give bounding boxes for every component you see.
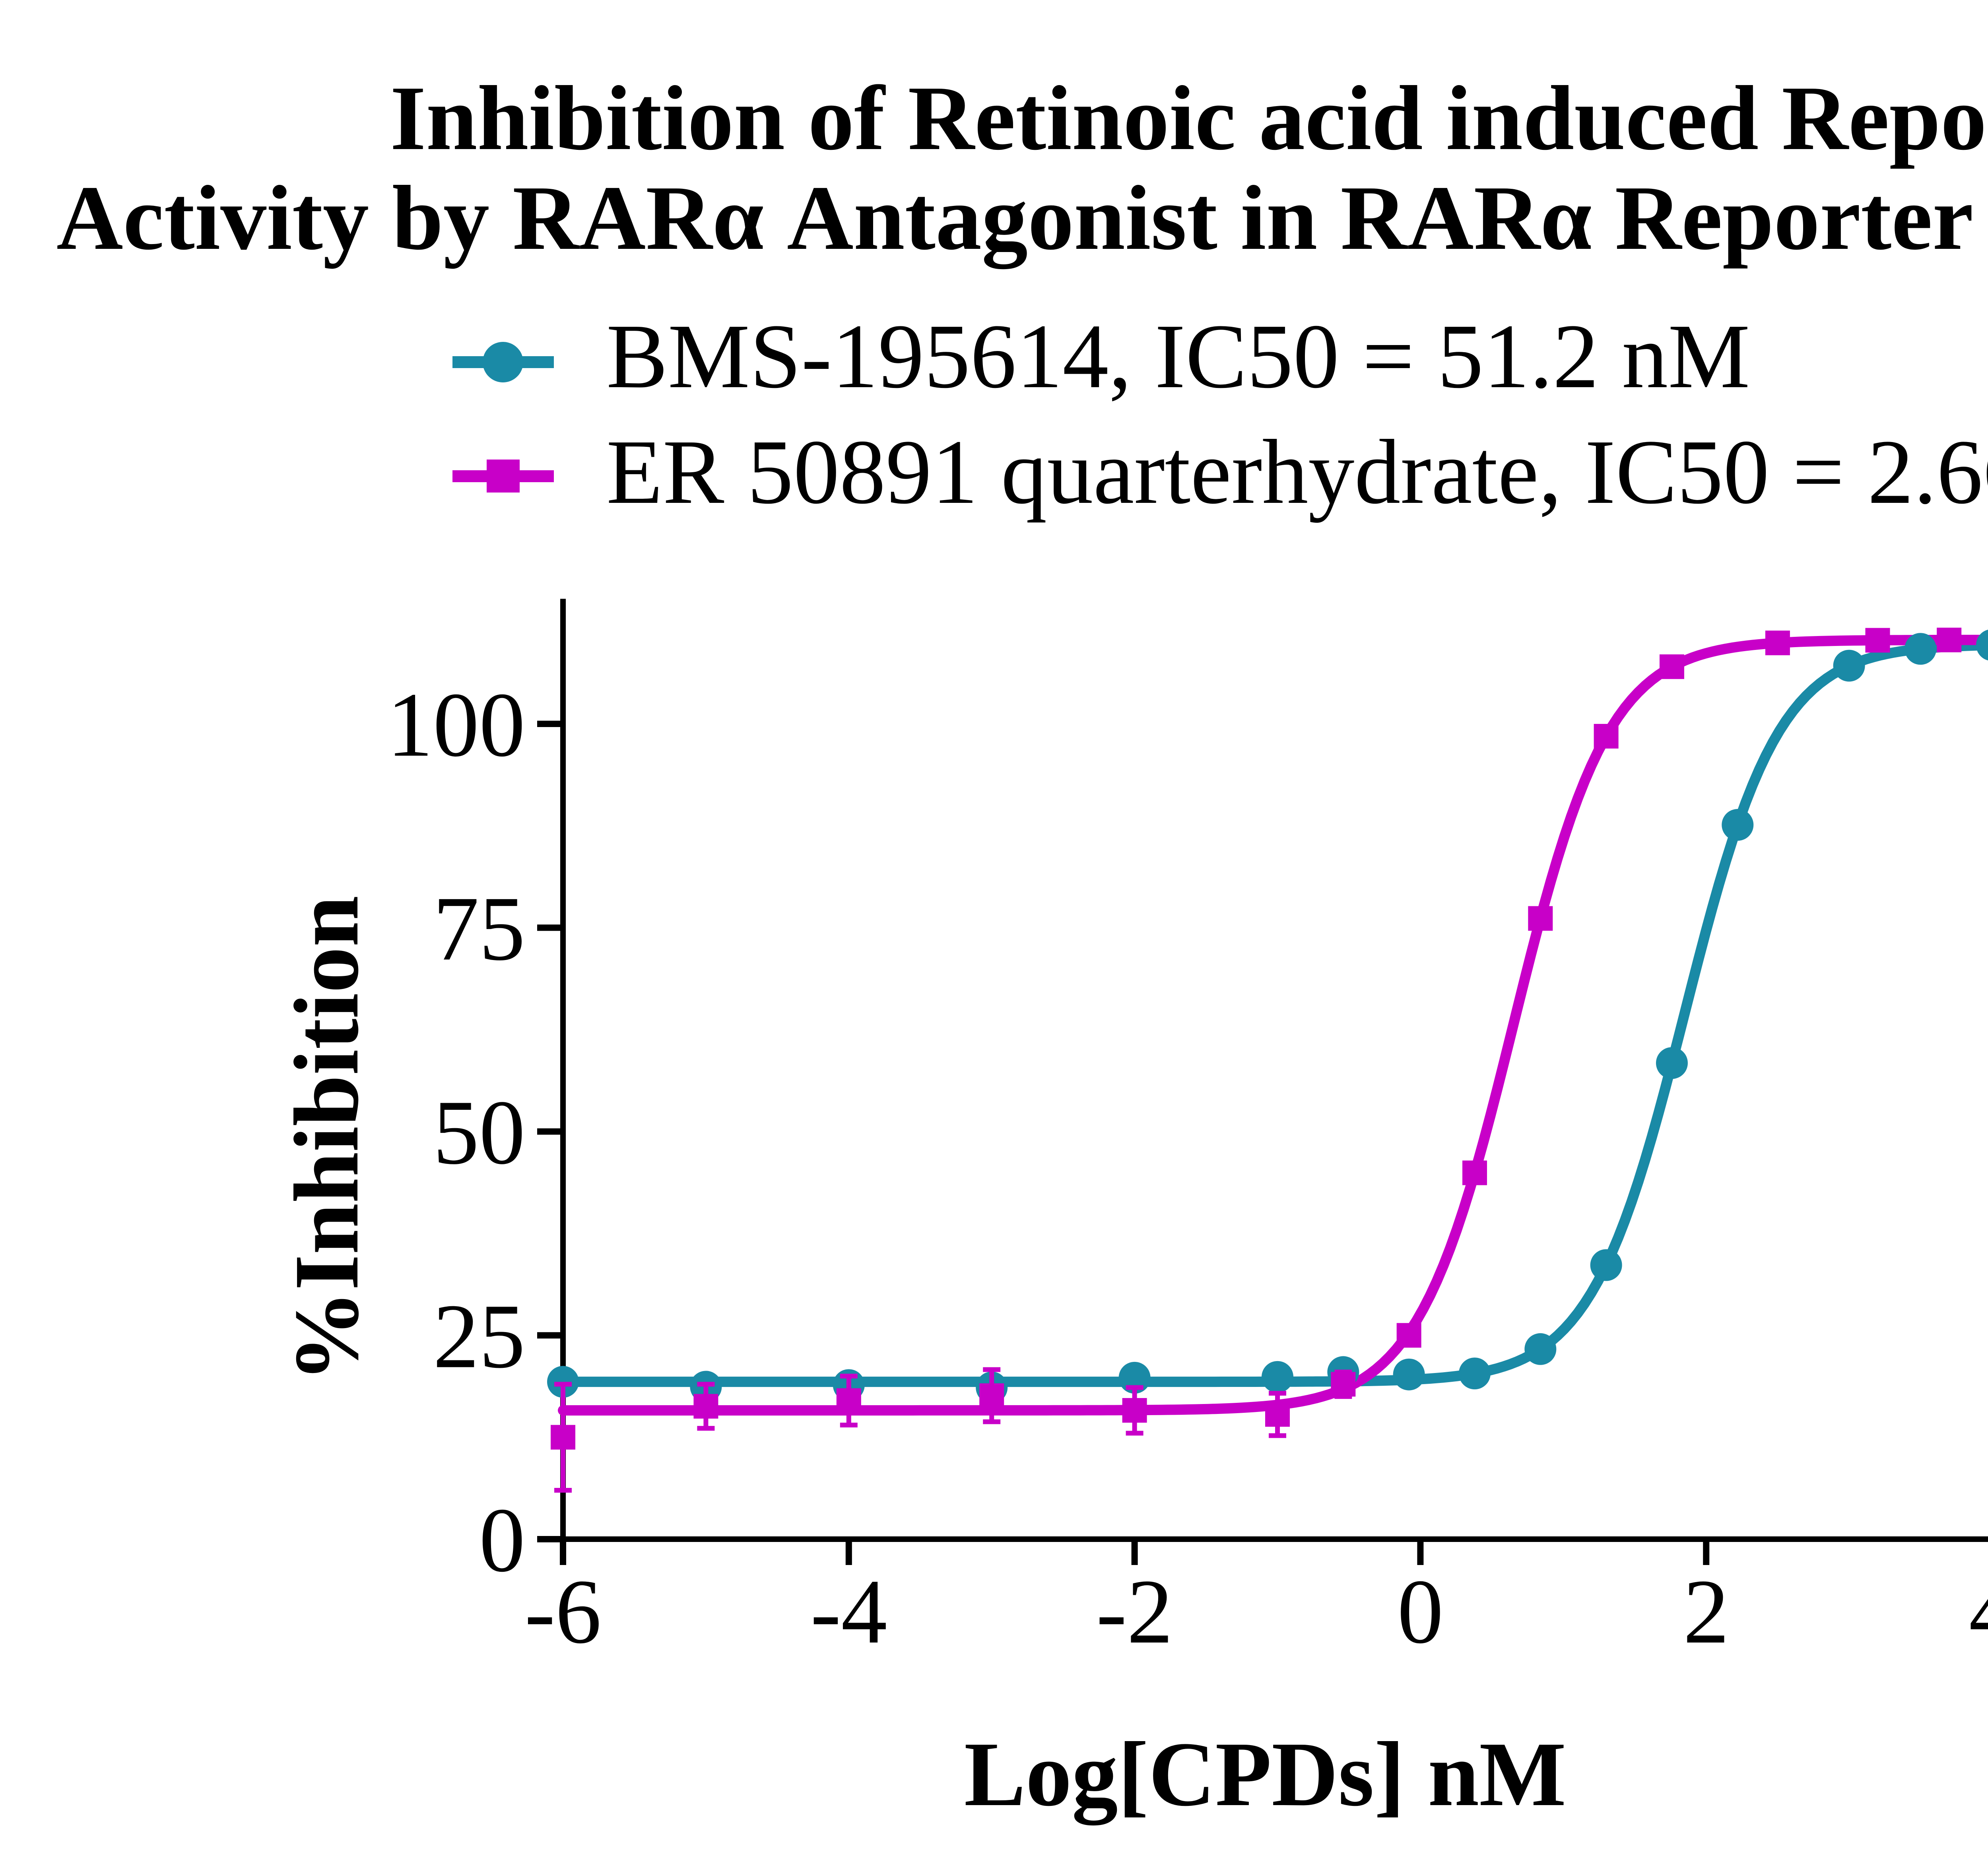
svg-text:4: 4 — [1969, 1561, 1988, 1663]
svg-text:0: 0 — [479, 1489, 525, 1591]
svg-text:-6: -6 — [524, 1561, 601, 1663]
svg-text:-2: -2 — [1096, 1561, 1173, 1663]
svg-text:25: 25 — [433, 1285, 525, 1387]
svg-text:-4: -4 — [810, 1561, 887, 1663]
svg-text:2: 2 — [1683, 1561, 1729, 1663]
svg-text:0: 0 — [1397, 1561, 1443, 1663]
svg-text:75: 75 — [433, 878, 525, 980]
svg-text:50: 50 — [433, 1082, 525, 1184]
svg-text:100: 100 — [387, 674, 525, 776]
